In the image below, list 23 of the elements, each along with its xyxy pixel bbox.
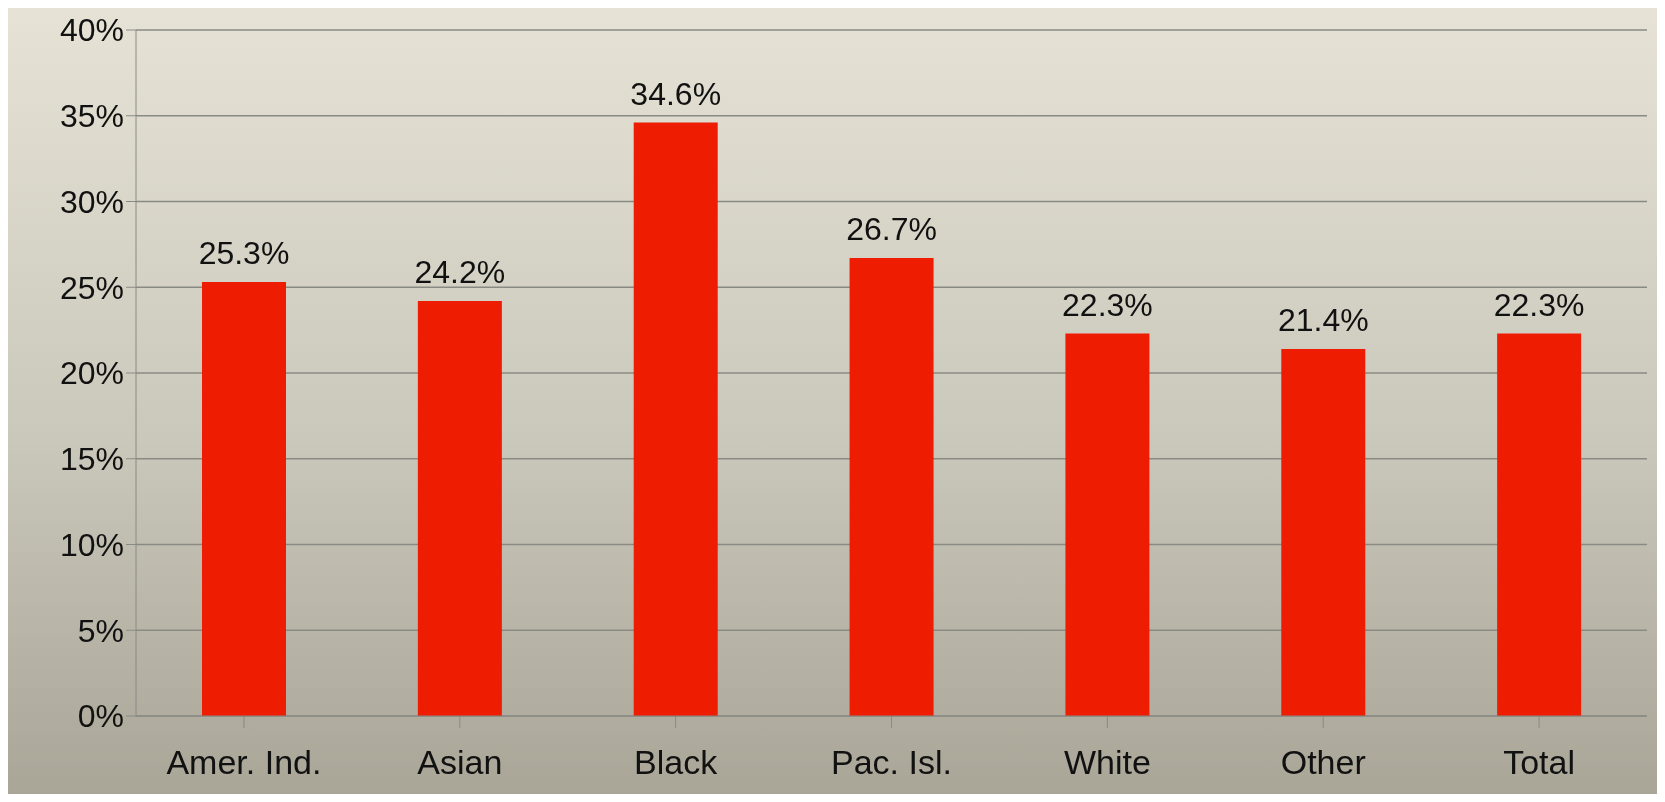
x-tick-label: White (1063, 743, 1151, 782)
x-tick-label: Black (634, 743, 719, 782)
data-label: 26.7% (846, 211, 937, 248)
y-tick-label: 10% (59, 526, 124, 563)
y-tick-label: 15% (59, 441, 124, 478)
data-label: 34.6% (630, 75, 722, 112)
y-tick-label: 40% (59, 12, 124, 49)
y-tick-label: 5% (77, 612, 124, 649)
x-tick-label: Total (1503, 743, 1575, 782)
y-tick-label: 25% (59, 269, 124, 306)
y-tick-label: 30% (59, 183, 124, 220)
x-tick-label: Amer. Ind. (166, 743, 322, 782)
data-label: 24.2% (414, 253, 506, 290)
data-label: 25.3% (198, 235, 290, 272)
y-tick-label: 35% (59, 98, 124, 135)
data-label: 21.4% (1277, 301, 1369, 338)
x-tick-label: Pac. Isl. (831, 743, 952, 782)
data-label: 22.3% (1062, 286, 1153, 323)
data-label: 22.3% (1493, 286, 1585, 323)
x-tick-label: Other (1280, 743, 1366, 782)
y-tick-label: 0% (77, 698, 124, 735)
x-tick-label: Asian (417, 743, 503, 782)
y-tick-label: 20% (59, 355, 124, 392)
